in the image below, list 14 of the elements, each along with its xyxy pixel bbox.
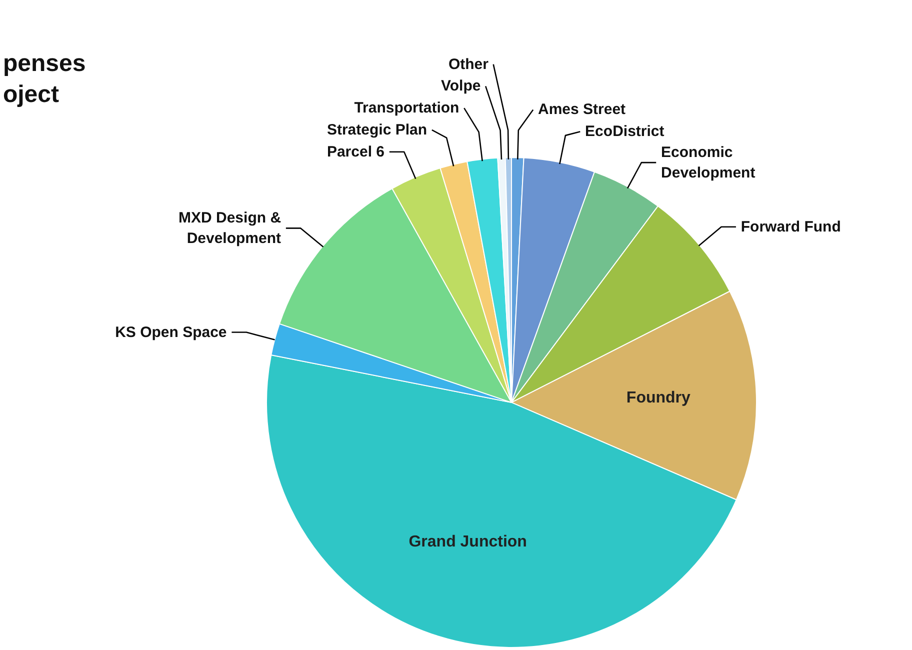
slice-label: Volpe (440, 78, 481, 95)
slice-label: Economic Development (661, 144, 756, 182)
slice-label: Transportation (354, 100, 460, 117)
slice-label: Other (448, 56, 489, 73)
slice-label: Forward Fund (740, 218, 841, 236)
slice-label: KS Open Space (115, 324, 227, 341)
slice-label: Grand Junction (408, 533, 527, 550)
chart-title: penses oject (2, 50, 86, 108)
slice-label: Foundry (626, 389, 691, 406)
slice-label: EcoDistrict (585, 123, 664, 140)
slice-label: Parcel 6 (326, 143, 385, 160)
slice-label: Strategic Plan (326, 121, 428, 138)
slice-label: Ames Street (538, 101, 626, 118)
slice-label: MXD Design & Development (178, 210, 282, 247)
